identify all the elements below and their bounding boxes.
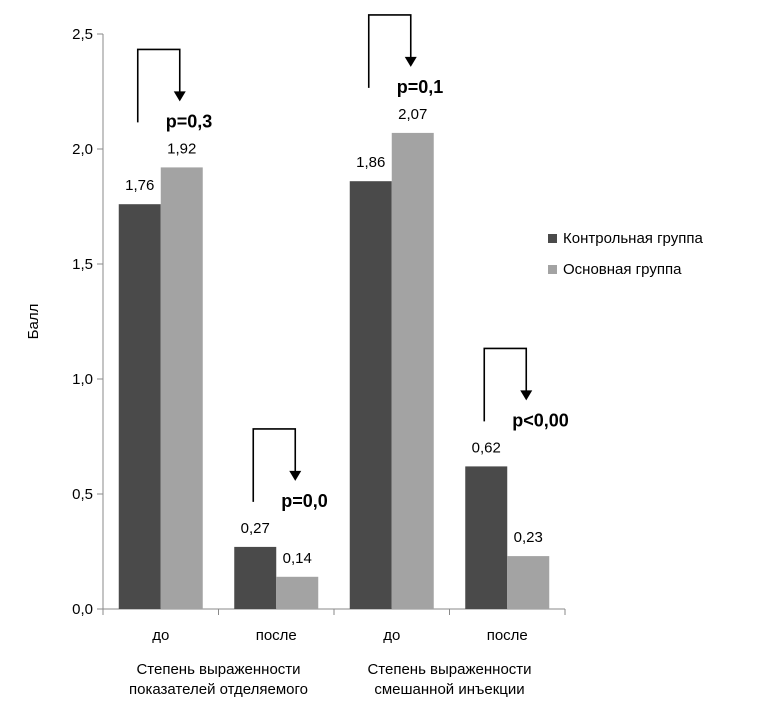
y-tick-label: 2,5 [72, 26, 93, 43]
y-tick-label: 0,0 [72, 601, 93, 618]
legend-label: Основная группа [563, 261, 682, 278]
p-value-bracket [252, 428, 297, 502]
bar-value-label: 1,76 [125, 177, 154, 194]
bar-value-label: 0,62 [472, 439, 501, 456]
x-category-label: до [383, 627, 400, 644]
bar-control-3 [465, 466, 508, 609]
p-value-bracket [367, 14, 412, 88]
x-category-label: до [152, 627, 169, 644]
bar-value-label: 2,07 [398, 106, 427, 123]
group-label: показателей отделяемого [129, 681, 308, 698]
bar-main-3 [507, 556, 550, 609]
arrow-head-icon [289, 470, 302, 481]
bar-main-2 [391, 132, 434, 609]
group-label: смешанной инъекции [374, 681, 524, 698]
bar-value-label: 1,92 [167, 140, 196, 157]
arrow-head-icon [173, 91, 186, 102]
arrow-head-icon [404, 56, 417, 67]
bar-value-label: 0,23 [514, 529, 543, 546]
p-value-annotation: p=0,3 [166, 111, 213, 131]
bar-control-1 [234, 546, 277, 609]
p-value-bracket [136, 48, 181, 123]
p-value-bracket [483, 347, 528, 422]
x-category-label: после [487, 627, 528, 644]
bar-control-0 [118, 204, 161, 609]
bar-control-2 [349, 181, 392, 609]
p-value-annotation: p=0,1 [397, 77, 444, 97]
bar-value-label: 0,27 [241, 520, 270, 537]
bar-value-label: 1,86 [356, 154, 385, 171]
y-tick-label: 2,0 [72, 141, 93, 158]
bar-main-0 [160, 167, 203, 609]
legend-swatch-main [548, 265, 557, 274]
bar-value-label: 0,14 [283, 550, 312, 567]
group-label: Степень выраженности [136, 661, 300, 678]
legend-label: Контрольная группа [563, 230, 703, 247]
y-tick-label: 1,0 [72, 371, 93, 388]
p-value-annotation: p<0,00 [512, 410, 569, 430]
y-axis-title: Балл [25, 304, 42, 340]
p-value-annotation: p=0,0 [281, 491, 328, 511]
y-tick-label: 0,5 [72, 486, 93, 503]
y-tick-label: 1,5 [72, 256, 93, 273]
legend-swatch-control [548, 234, 557, 243]
x-category-label: после [256, 627, 297, 644]
arrow-head-icon [520, 390, 533, 401]
group-label: Степень выраженности [367, 661, 531, 678]
bar-main-1 [276, 576, 319, 609]
